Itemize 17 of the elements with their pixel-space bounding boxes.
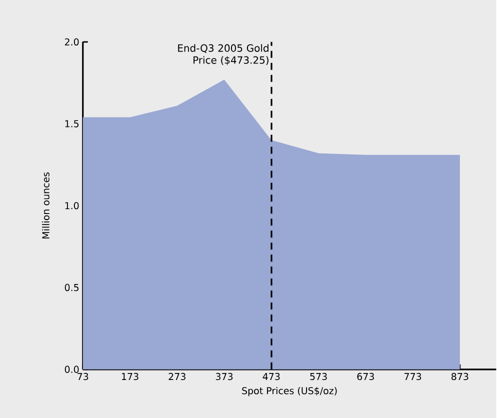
y-tick-label: 0.5 xyxy=(64,284,79,291)
x-tick-label: 873 xyxy=(452,372,468,380)
y-tick-label: 2.0 xyxy=(64,38,79,46)
y-tick-label: 1.5 xyxy=(65,120,79,128)
x-tick-label: 173 xyxy=(122,372,138,380)
x-tick-label: 73 xyxy=(78,372,88,380)
x-tick-label: 773 xyxy=(404,372,422,380)
x-tick-label: 473 xyxy=(262,372,280,380)
y-tick-label: 1.0 xyxy=(65,202,79,210)
y-axis-title: Million ounces xyxy=(42,172,50,238)
x-tick-label: 573 xyxy=(310,372,327,380)
ref-line-label: End-Q3 2005 Gold Price ($473.25) xyxy=(178,44,268,65)
x-tick-label: 273 xyxy=(168,372,186,380)
y-tick-label: 0.0 xyxy=(64,366,79,373)
x-axis-title: Spot Prices (US$/oz) xyxy=(242,386,337,396)
x-tick-label: 673 xyxy=(357,372,374,380)
x-tick-label: 373 xyxy=(216,372,233,380)
